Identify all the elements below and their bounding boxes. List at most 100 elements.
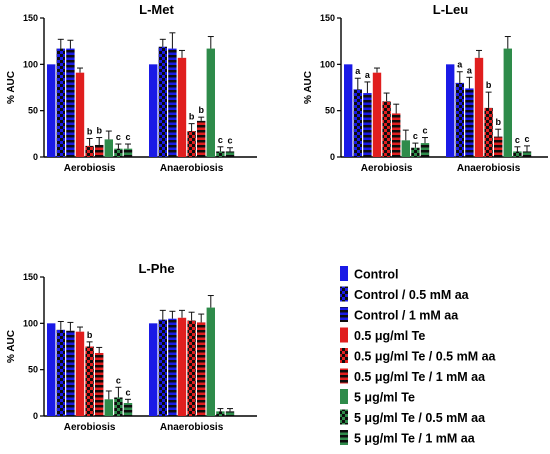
bar-5-g-ml-te-1-mm-aa: [522, 151, 532, 157]
legend: Control Control / 0.5 mM aa Control / 1 mM…: [340, 266, 497, 446]
legend-entry: 5 μg/ml Te: [354, 391, 415, 405]
bar-0-5-g-ml-te-1-mm-aa: [95, 352, 104, 416]
bar-5-g-ml-te-1-mm-aa: [225, 151, 235, 157]
significance-letter: a: [457, 60, 463, 70]
significance-letter: b: [198, 105, 204, 115]
x-group-label: Aerobiosis: [64, 422, 116, 433]
bar-control-1-mm-aa: [168, 318, 177, 416]
y-tick-label: 50: [325, 106, 335, 116]
significance-letter: c: [524, 134, 529, 144]
y-tick-label: 0: [33, 152, 38, 162]
legend-swatch: [340, 389, 348, 404]
y-axis-label: % AUC: [303, 71, 314, 104]
legend-swatch: [340, 327, 348, 343]
y-tick-label: 50: [28, 106, 38, 116]
significance-letter: c: [227, 136, 232, 146]
bar-control: [47, 323, 56, 416]
bar-control-0-5-mm-aa: [353, 89, 362, 157]
bar-control-1-mm-aa: [168, 48, 177, 157]
legend-entry: 0.5 μg/ml Te: [354, 329, 425, 343]
chart-title: L-Leu: [433, 2, 468, 17]
bar-control: [47, 64, 56, 157]
bar-5-g-ml-te: [401, 140, 410, 157]
bar-control-0-5-mm-aa: [56, 48, 65, 157]
bar-0-5-g-ml-te-0-5-mm-aa: [187, 131, 196, 157]
bar-0-5-g-ml-te-1-mm-aa: [494, 136, 503, 157]
significance-letter: b: [87, 126, 93, 136]
bar-0-5-g-ml-te: [75, 331, 85, 416]
bar-0-5-g-ml-te: [474, 57, 484, 158]
legend-swatch: [340, 430, 348, 445]
bar-0-5-g-ml-te: [177, 57, 187, 158]
significance-letter: c: [422, 126, 427, 136]
y-axis-label: % AUC: [6, 71, 17, 104]
bar-control: [149, 64, 158, 157]
legend-swatch: [340, 368, 348, 384]
legend-entry: 5 μg/ml Te / 0.5 mM aa: [354, 411, 486, 425]
bar-0-5-g-ml-te-1-mm-aa: [197, 322, 206, 416]
bar-5-g-ml-te-0-5-mm-aa: [114, 397, 123, 416]
bar-control-1-mm-aa: [363, 93, 372, 157]
bar-5-g-ml-te: [206, 307, 215, 416]
bar-control-0-5-mm-aa: [158, 46, 167, 157]
y-axis-label: % AUC: [6, 330, 17, 363]
y-tick-label: 0: [33, 411, 38, 421]
significance-letter: b: [486, 80, 492, 90]
x-group-label: Aerobiosis: [64, 163, 116, 174]
legend-swatch: [340, 348, 348, 363]
significance-letter: c: [125, 132, 130, 142]
y-tick-label: 100: [320, 59, 335, 69]
bar-control-1-mm-aa: [465, 88, 474, 157]
bar-0-5-g-ml-te-0-5-mm-aa: [85, 145, 94, 157]
bar-control-0-5-mm-aa: [56, 329, 65, 416]
bar-5-g-ml-te-1-mm-aa: [123, 403, 133, 416]
bar-0-5-g-ml-te-0-5-mm-aa: [187, 320, 196, 416]
chart-phe: L-Phe % AUC 0 50 100 150 b cc Aerobiosis Anaerobi…: [6, 261, 257, 433]
bar-0-5-g-ml-te-1-mm-aa: [392, 113, 401, 157]
legend-entry: Control: [354, 268, 398, 282]
x-group-label: Anaerobiosis: [160, 163, 224, 174]
y-tick-label: 150: [23, 272, 38, 282]
legend-entry: 0.5 μg/ml Te / 1 mM aa: [354, 370, 486, 384]
legend-swatch: [340, 307, 348, 322]
y-tick-label: 150: [320, 13, 335, 23]
bar-5-g-ml-te-0-5-mm-aa: [513, 151, 522, 157]
bar-0-5-g-ml-te-0-5-mm-aa: [85, 346, 94, 416]
bar-0-5-g-ml-te: [177, 317, 187, 416]
bar-control: [344, 64, 353, 157]
y-tick-label: 50: [28, 365, 38, 375]
bar-5-g-ml-te-1-mm-aa: [420, 143, 430, 157]
bar-control-0-5-mm-aa: [158, 319, 167, 416]
significance-letter: b: [189, 112, 195, 122]
bar-0-5-g-ml-te: [372, 72, 382, 157]
y-tick-label: 100: [23, 59, 38, 69]
y-tick-label: 100: [23, 318, 38, 328]
bar-control-1-mm-aa: [66, 330, 75, 416]
significance-letter: b: [495, 117, 501, 127]
legend-entry: Control / 0.5 mM aa: [354, 288, 470, 302]
bar-control-1-mm-aa: [66, 48, 75, 157]
significance-letter: c: [515, 135, 520, 145]
bar-5-g-ml-te-0-5-mm-aa: [411, 147, 420, 157]
bar-5-g-ml-te-1-mm-aa: [123, 148, 133, 157]
bar-0-5-g-ml-te-0-5-mm-aa: [382, 101, 391, 157]
legend-swatch: [340, 266, 348, 281]
significance-letter: c: [218, 135, 223, 145]
y-tick-label: 150: [23, 13, 38, 23]
bar-0-5-g-ml-te-0-5-mm-aa: [484, 107, 493, 157]
bar-5-g-ml-te: [104, 139, 113, 157]
bar-control: [149, 323, 158, 416]
significance-letter: a: [355, 66, 361, 76]
bar-0-5-g-ml-te-1-mm-aa: [95, 144, 104, 157]
significance-letter: c: [116, 375, 121, 385]
bar-0-5-g-ml-te-1-mm-aa: [197, 120, 206, 157]
bar-5-g-ml-te: [503, 48, 512, 157]
bar-5-g-ml-te-1-mm-aa: [225, 411, 235, 416]
legend-swatch: [340, 286, 348, 302]
bar-5-g-ml-te: [206, 48, 215, 157]
bar-5-g-ml-te-0-5-mm-aa: [114, 148, 123, 157]
significance-letter: c: [125, 387, 130, 397]
